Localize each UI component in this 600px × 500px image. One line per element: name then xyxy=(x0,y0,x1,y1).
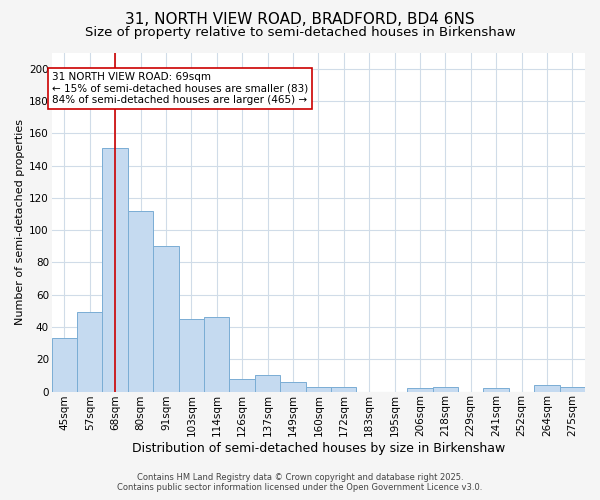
Bar xyxy=(128,210,153,392)
Text: Size of property relative to semi-detached houses in Birkenshaw: Size of property relative to semi-detach… xyxy=(85,26,515,39)
Text: 31, NORTH VIEW ROAD, BRADFORD, BD4 6NS: 31, NORTH VIEW ROAD, BRADFORD, BD4 6NS xyxy=(125,12,475,28)
Bar xyxy=(534,385,560,392)
Bar xyxy=(179,319,204,392)
Y-axis label: Number of semi-detached properties: Number of semi-detached properties xyxy=(15,119,25,325)
Bar xyxy=(229,378,255,392)
Text: Contains HM Land Registry data © Crown copyright and database right 2025.
Contai: Contains HM Land Registry data © Crown c… xyxy=(118,473,482,492)
Bar xyxy=(153,246,179,392)
Bar xyxy=(305,386,331,392)
Bar xyxy=(560,386,585,392)
X-axis label: Distribution of semi-detached houses by size in Birkenshaw: Distribution of semi-detached houses by … xyxy=(132,442,505,455)
Bar xyxy=(484,388,509,392)
Bar xyxy=(433,386,458,392)
Bar xyxy=(280,382,305,392)
Bar xyxy=(103,148,128,392)
Bar xyxy=(204,318,229,392)
Bar xyxy=(52,338,77,392)
Bar xyxy=(77,312,103,392)
Bar xyxy=(407,388,433,392)
Bar xyxy=(255,376,280,392)
Text: 31 NORTH VIEW ROAD: 69sqm
← 15% of semi-detached houses are smaller (83)
84% of : 31 NORTH VIEW ROAD: 69sqm ← 15% of semi-… xyxy=(52,72,308,105)
Bar xyxy=(331,386,356,392)
